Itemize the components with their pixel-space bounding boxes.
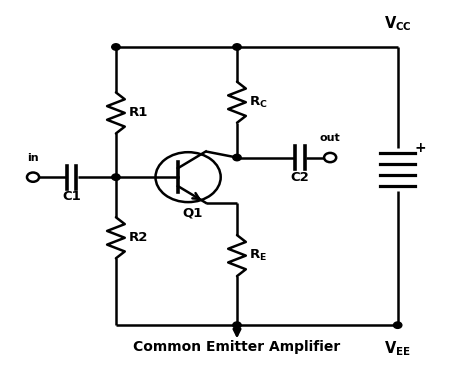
Text: C1: C1 — [62, 190, 81, 203]
Circle shape — [233, 154, 241, 161]
Text: C2: C2 — [291, 171, 309, 184]
Text: R$_\mathbf{E}$: R$_\mathbf{E}$ — [249, 248, 266, 263]
Text: +: + — [414, 141, 426, 154]
Text: Q1: Q1 — [182, 206, 203, 219]
Text: in: in — [27, 153, 39, 162]
Text: Common Emitter Amplifier: Common Emitter Amplifier — [133, 341, 341, 354]
Circle shape — [112, 174, 120, 180]
Text: R1: R1 — [129, 107, 148, 119]
Text: R2: R2 — [129, 231, 148, 244]
Text: V$_\mathbf{CC}$: V$_\mathbf{CC}$ — [384, 15, 411, 33]
Text: out: out — [320, 133, 340, 143]
Text: R$_\mathbf{C}$: R$_\mathbf{C}$ — [249, 95, 267, 110]
Text: V$_\mathbf{EE}$: V$_\mathbf{EE}$ — [384, 339, 411, 358]
Circle shape — [393, 322, 402, 328]
Circle shape — [233, 44, 241, 50]
Circle shape — [233, 322, 241, 328]
Circle shape — [112, 44, 120, 50]
